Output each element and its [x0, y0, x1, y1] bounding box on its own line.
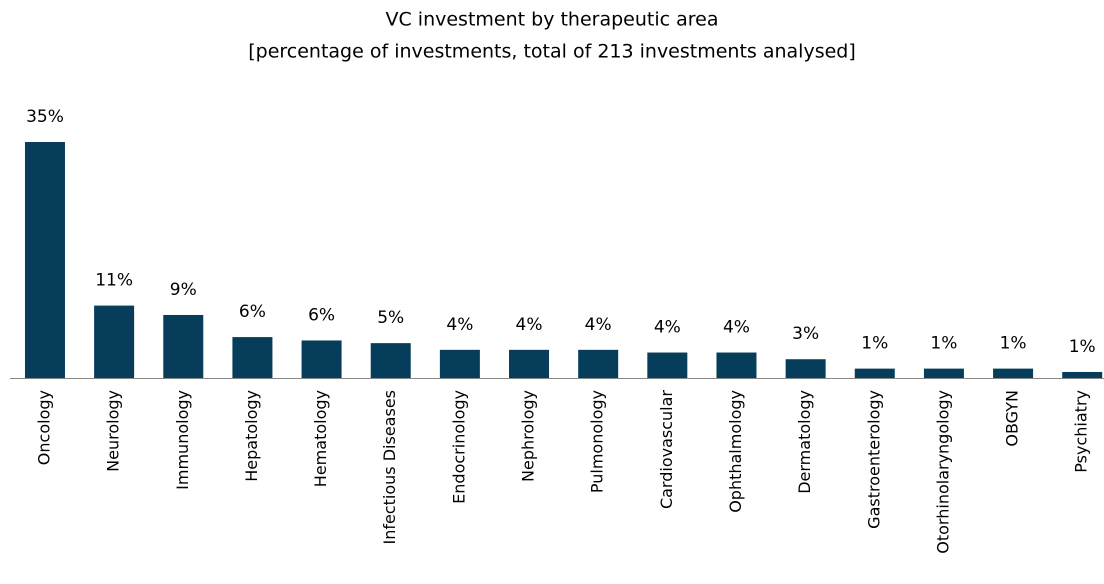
data-label: 4%: [585, 315, 612, 335]
bar: [785, 359, 826, 378]
x-tick-label: Gastroenterology: [864, 390, 883, 529]
bar: [232, 337, 273, 378]
x-tick-label: Ophthalmology: [726, 390, 745, 513]
bar: [854, 368, 895, 378]
data-label: 1%: [861, 334, 888, 354]
data-label: 9%: [170, 280, 197, 300]
x-tick-label: Endocrinology: [449, 390, 468, 504]
data-label: 1%: [930, 334, 957, 354]
data-label: 6%: [308, 305, 335, 325]
x-tick-label: Dermatology: [795, 390, 814, 494]
data-label: 6%: [239, 302, 266, 322]
bar: [993, 368, 1034, 378]
x-tick-label: Hematology: [311, 390, 330, 487]
bar: [370, 343, 411, 378]
x-tick-label: Cardiovascular: [657, 390, 676, 509]
data-label: 35%: [26, 107, 64, 127]
data-label: 4%: [516, 315, 543, 335]
data-label: 5%: [377, 308, 404, 328]
bar: [647, 352, 688, 378]
x-tick-label: Neurology: [104, 390, 123, 472]
x-tick-label: Nephrology: [519, 390, 538, 482]
x-tick-label: Infectious Diseases: [380, 390, 399, 544]
bar: [94, 305, 135, 378]
data-label: 3%: [792, 324, 819, 344]
bar: [923, 368, 964, 378]
data-label: 4%: [723, 318, 750, 338]
bar: [163, 314, 204, 378]
bar: [509, 349, 550, 378]
chart-subtitle: [percentage of investments, total of 213…: [248, 41, 856, 63]
data-label: 11%: [95, 271, 133, 291]
x-tick-label: Otorhinolaryngology: [933, 390, 952, 554]
data-label: 1%: [1000, 334, 1027, 354]
data-label: 1%: [1069, 337, 1096, 357]
bar: [1062, 371, 1103, 378]
x-tick-label: Oncology: [34, 390, 53, 465]
bar: [716, 352, 757, 378]
x-tick-label: Psychiatry: [1072, 390, 1091, 473]
data-label: 4%: [654, 318, 681, 338]
x-tick-label: Immunology: [173, 390, 192, 490]
x-tick-label: OBGYN: [1003, 390, 1022, 447]
x-tick-label: Pulmonology: [588, 390, 607, 493]
bar: [24, 142, 65, 378]
data-label: 4%: [446, 315, 473, 335]
bar: [439, 349, 480, 378]
x-tick-label: Hepatology: [242, 390, 261, 482]
bar: [301, 340, 342, 378]
bar: [578, 349, 619, 378]
chart-title: VC investment by therapeutic area: [386, 9, 719, 31]
